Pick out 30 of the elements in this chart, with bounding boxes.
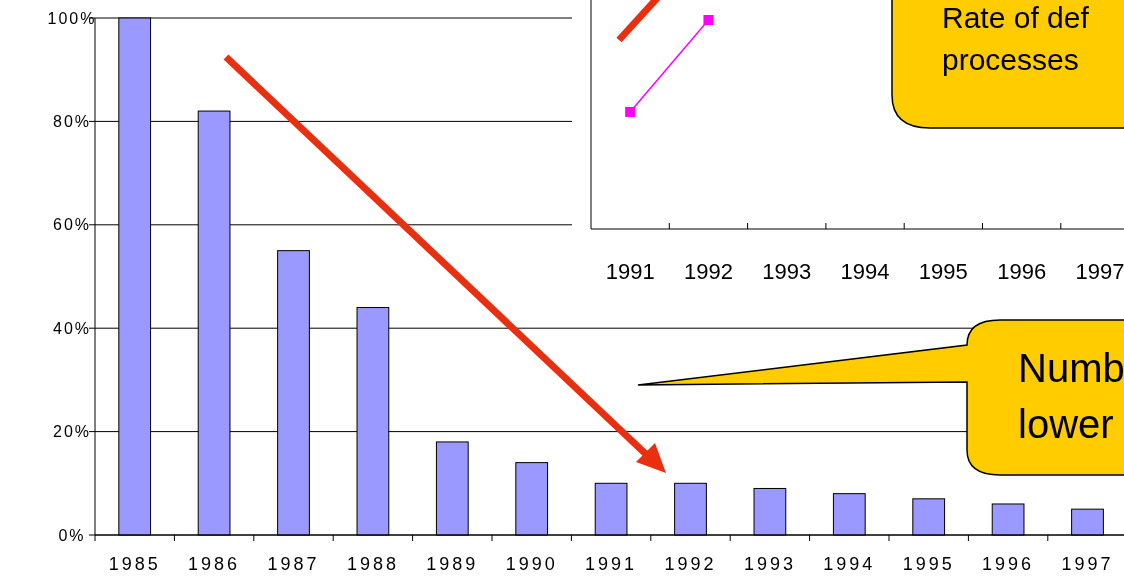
x-tick-label: 1990 bbox=[505, 554, 558, 574]
x-tick-label: 1997 bbox=[1075, 259, 1124, 284]
x-tick-label: 1987 bbox=[267, 554, 320, 574]
x-tick-label: 1996 bbox=[997, 259, 1047, 284]
x-tick-label: 1995 bbox=[902, 554, 955, 574]
y-tick-label: 40% bbox=[52, 319, 92, 337]
y-tick-label: 20% bbox=[52, 423, 92, 441]
x-tick-label: 1988 bbox=[346, 554, 399, 574]
x-tick-label: 1993 bbox=[762, 259, 812, 284]
x-tick-label: 1985 bbox=[108, 554, 161, 574]
y-tick-label: 60% bbox=[52, 216, 92, 234]
x-tick-label: 1994 bbox=[840, 259, 890, 284]
x-tick-label: 1992 bbox=[683, 259, 733, 284]
annotation: processes bbox=[942, 43, 1079, 76]
annotation: Numb bbox=[1018, 346, 1124, 390]
x-tick-label: 1997 bbox=[1061, 554, 1114, 574]
y-tick-label: 80% bbox=[52, 113, 92, 130]
x-tick-label: 1989 bbox=[426, 554, 479, 574]
y-tick-label: 100% bbox=[47, 9, 97, 27]
x-tick-label: 1991 bbox=[605, 259, 655, 284]
x-tick-label: 1991 bbox=[585, 554, 638, 574]
x-tick-label: 1986 bbox=[188, 554, 241, 574]
x-tick-label: 1994 bbox=[823, 554, 876, 574]
y-tick-label: 0% bbox=[58, 526, 86, 544]
annotation: lower bbox=[1018, 402, 1114, 446]
x-tick-label: 1992 bbox=[664, 554, 717, 574]
x-tick-label: 1995 bbox=[918, 259, 968, 284]
x-tick-label: 1993 bbox=[743, 554, 796, 574]
annotation: Rate of def bbox=[942, 1, 1090, 34]
x-tick-label: 1996 bbox=[982, 554, 1035, 574]
